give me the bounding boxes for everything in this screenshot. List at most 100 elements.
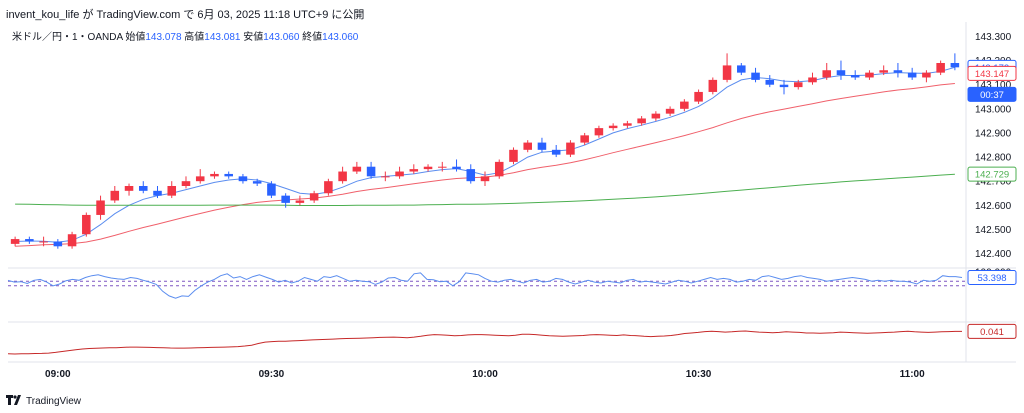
osc2-line xyxy=(7,330,962,355)
candle-body xyxy=(822,70,832,78)
price-tick-label: 142.500 xyxy=(975,225,1012,236)
price-tick-label: 142.900 xyxy=(975,128,1012,139)
candle-body xyxy=(523,142,532,150)
candle-body xyxy=(879,70,888,73)
open-value: 143.078 xyxy=(145,32,182,43)
candle-body xyxy=(494,161,504,177)
price-tag: 142.729 xyxy=(967,166,1017,182)
high-label: 高値 xyxy=(184,32,205,43)
symbol-name[interactable]: 米ドル／円・1・OANDA xyxy=(12,32,123,43)
price-tick-label: 142.400 xyxy=(975,249,1012,260)
candle-body xyxy=(53,241,63,247)
price-tag-label: 00:37 xyxy=(980,90,1004,101)
tradingview-logo-icon[interactable] xyxy=(6,395,22,408)
price-tag: 00:37 xyxy=(967,86,1017,102)
candle-body xyxy=(466,169,476,182)
candle-body xyxy=(181,181,191,186)
candle-body xyxy=(509,149,518,162)
price-tick-label: 142.600 xyxy=(975,201,1012,212)
candle-body xyxy=(423,166,433,170)
candle-body xyxy=(210,173,219,177)
candle-body xyxy=(751,72,760,80)
price-tick-label: 143.100 xyxy=(975,80,1012,91)
price-tag-label: 142.729 xyxy=(975,170,1009,181)
candle-body xyxy=(865,72,874,78)
ma-line-2 xyxy=(15,83,955,247)
candle-body xyxy=(779,84,789,88)
candle-body xyxy=(793,82,803,88)
price-tick-label: 142.700 xyxy=(975,177,1012,188)
candle-body xyxy=(936,63,945,73)
candle-body xyxy=(25,239,34,242)
low-label: 安値 xyxy=(243,32,264,43)
close-value: 143.060 xyxy=(322,32,359,43)
price-tag: 143.147 xyxy=(967,65,1017,81)
candle-body xyxy=(438,166,447,168)
candle-body xyxy=(124,186,134,191)
candle-body xyxy=(39,241,48,243)
candle-body xyxy=(238,176,248,182)
candle-body xyxy=(708,79,718,92)
price-tag-box xyxy=(967,65,1017,81)
candle-body xyxy=(324,181,333,194)
symbol-legend: 米ドル／円・1・OANDA 始値143.078 高値143.081 安値143.… xyxy=(12,28,358,43)
footer-brand[interactable]: TradingView xyxy=(26,396,82,407)
candle-body xyxy=(623,123,632,126)
candle-body xyxy=(10,239,20,244)
candle-body xyxy=(224,173,233,177)
candle-body xyxy=(594,128,604,136)
candle-body xyxy=(167,186,177,196)
candle-body xyxy=(352,166,362,172)
candle-body xyxy=(836,70,846,76)
candle-body xyxy=(637,118,646,124)
osc1-line xyxy=(7,272,963,299)
osc1-value-tag-box xyxy=(967,270,1017,286)
candle-body xyxy=(338,171,347,182)
candle-body xyxy=(267,183,276,196)
candle-body xyxy=(608,125,618,129)
time-tick-label: 09:00 xyxy=(45,369,71,380)
candle-body xyxy=(651,113,661,119)
osc2-value-tag-box xyxy=(967,323,1017,339)
candle-body xyxy=(138,186,148,191)
candle-body xyxy=(765,79,775,85)
candle-body xyxy=(907,72,917,78)
candle-body xyxy=(537,142,547,150)
candle-body xyxy=(67,234,77,247)
candle-body xyxy=(893,70,903,73)
ma-line-3 xyxy=(15,173,955,206)
low-value: 143.060 xyxy=(263,32,300,43)
candle-body xyxy=(309,193,319,201)
candle-body xyxy=(480,176,490,182)
candle-body xyxy=(722,65,732,80)
candle-body xyxy=(409,169,419,172)
candle-body xyxy=(950,63,960,68)
price-tick-label: 143.000 xyxy=(975,104,1012,115)
candle-body xyxy=(580,135,589,143)
candle-body xyxy=(551,149,561,155)
osc2-value-tag: 0.041 xyxy=(980,327,1004,338)
osc1-value-tag: 53.398 xyxy=(977,273,1006,284)
candle-body xyxy=(252,181,262,184)
candle-body xyxy=(665,108,675,114)
time-tick-label: 10:30 xyxy=(686,369,712,380)
time-tick-label: 11:00 xyxy=(900,369,925,380)
price-tag-label: 143.147 xyxy=(975,69,1009,80)
candle-body xyxy=(110,190,120,201)
publish-info: invent_kou_life が TradingView.com で 6月 0… xyxy=(6,9,365,21)
time-tick-label: 09:30 xyxy=(259,369,285,380)
time-tick-label: 10:00 xyxy=(472,369,498,380)
price-tick-label: 142.800 xyxy=(975,153,1012,164)
close-label: 終値 xyxy=(302,32,323,43)
candle-body xyxy=(850,75,860,78)
candle-body xyxy=(452,166,461,170)
candle-body xyxy=(281,195,290,203)
candle-body xyxy=(680,101,689,109)
candle-body xyxy=(295,200,305,203)
candle-body xyxy=(808,77,817,83)
candle-body xyxy=(153,190,162,196)
candle-body xyxy=(381,176,390,178)
candle-body xyxy=(922,72,931,78)
open-label: 始値 xyxy=(125,32,146,43)
